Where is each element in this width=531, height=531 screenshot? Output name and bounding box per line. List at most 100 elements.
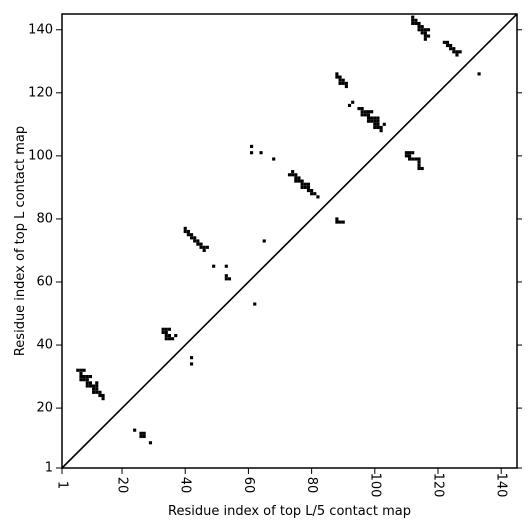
contact-point <box>199 242 203 246</box>
contact-point <box>186 229 190 234</box>
contact-point <box>376 122 380 126</box>
contact-point <box>452 47 456 51</box>
contact-point <box>357 107 361 111</box>
contact-point <box>164 327 168 331</box>
x-tick-label: 1 <box>55 481 70 489</box>
contact-point <box>306 185 311 189</box>
contact-point <box>224 277 228 281</box>
contact-point <box>306 188 311 193</box>
contact-point <box>189 233 194 237</box>
contact-point <box>253 302 257 306</box>
contact-point <box>186 233 190 237</box>
y-tick-label: 100 <box>28 148 53 163</box>
contact-point <box>294 179 298 183</box>
contact-point <box>420 25 424 29</box>
contact-point <box>291 173 295 177</box>
contact-point <box>306 182 311 186</box>
contact-point <box>417 157 421 161</box>
contact-point <box>376 125 380 130</box>
contact-point <box>164 334 168 338</box>
contact-point <box>297 179 301 183</box>
contact-point <box>167 334 171 338</box>
contact-point <box>95 381 99 385</box>
contact-point <box>148 441 153 445</box>
x-tick-label: 100 <box>367 473 382 498</box>
contact-point <box>95 387 99 391</box>
contact-point <box>85 375 89 379</box>
contact-point <box>139 431 143 435</box>
contact-point <box>455 53 459 57</box>
contact-point <box>85 384 89 388</box>
contact-point <box>259 151 263 155</box>
diagonal-line <box>61 13 518 469</box>
contact-point <box>445 40 450 44</box>
contact-point <box>335 72 339 76</box>
contact-point <box>139 434 143 439</box>
contact-point <box>338 75 342 79</box>
contact-point <box>411 151 415 155</box>
contact-point <box>193 239 197 243</box>
contact-point <box>449 43 453 48</box>
contact-point <box>224 264 228 268</box>
x-tick-label: 60 <box>241 477 256 494</box>
contact-point <box>101 393 105 398</box>
contact-point <box>82 368 86 372</box>
contact-point <box>373 119 377 123</box>
contact-point <box>423 37 427 41</box>
contact-point <box>193 236 197 240</box>
contact-points <box>76 15 481 445</box>
contact-point <box>411 21 415 26</box>
contact-point <box>300 179 304 183</box>
contact-point <box>101 397 105 401</box>
contact-point <box>272 157 276 161</box>
x-tick-label: 20 <box>115 477 130 494</box>
contact-point <box>133 428 137 432</box>
contact-point <box>174 334 178 338</box>
contact-point <box>316 195 320 199</box>
contact-point <box>82 375 86 379</box>
contact-point <box>363 113 367 117</box>
contact-point <box>379 125 383 130</box>
contact-point <box>338 220 342 224</box>
contact-point <box>142 434 146 439</box>
contact-point <box>161 330 165 334</box>
contact-point <box>202 248 206 253</box>
contact-point <box>88 381 93 385</box>
contact-point <box>88 384 93 388</box>
contact-point <box>313 192 317 196</box>
contact-point <box>183 226 187 230</box>
contact-point <box>363 110 367 114</box>
contact-point <box>452 50 456 54</box>
contact-point <box>411 157 415 161</box>
x-tick-label: 140 <box>494 473 509 498</box>
contact-point <box>366 113 371 117</box>
contact-point <box>82 378 86 382</box>
contact-point <box>79 368 83 372</box>
contact-point <box>205 245 209 249</box>
contact-point <box>417 21 421 26</box>
contact-point <box>164 330 168 334</box>
contact-point <box>79 378 83 382</box>
contact-point <box>411 18 415 22</box>
x-tick-label: 80 <box>304 477 319 494</box>
contact-point <box>92 387 96 391</box>
contact-point <box>408 151 412 155</box>
contact-point <box>291 170 295 174</box>
contact-point <box>79 375 83 379</box>
contact-point <box>287 173 292 177</box>
contact-point <box>360 113 364 117</box>
contact-point <box>294 176 298 180</box>
contact-point <box>344 81 348 85</box>
y-tick-label: 80 <box>36 211 53 226</box>
contact-point <box>370 110 374 114</box>
contact-point <box>420 166 424 171</box>
contact-point <box>366 116 371 120</box>
contact-point <box>351 100 355 104</box>
contact-point <box>142 431 146 435</box>
y-tick-label: 140 <box>28 22 53 37</box>
y-tick-label: 1 <box>45 461 53 476</box>
contact-point <box>477 72 481 76</box>
contact-point <box>376 116 380 120</box>
contact-point <box>373 125 377 130</box>
